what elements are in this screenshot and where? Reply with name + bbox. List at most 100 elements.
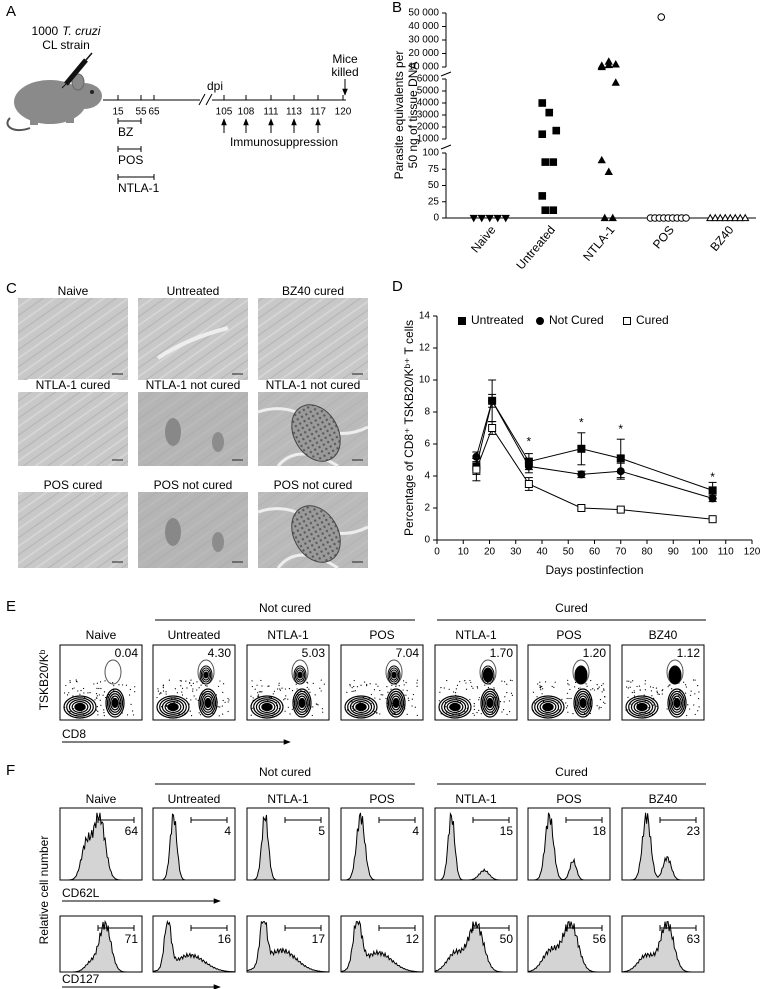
- marker-triangle: [716, 213, 725, 222]
- marker-circle: [577, 470, 586, 479]
- event-dot: [190, 679, 192, 681]
- event-dot: [478, 696, 480, 699]
- immunosuppression-label: Immunosuppression: [230, 135, 338, 149]
- marker-triangle: [604, 167, 613, 175]
- event-dot: [385, 697, 387, 700]
- x-tick-label: Naive: [468, 223, 499, 256]
- y-tick-label: 3000: [417, 110, 440, 121]
- event-dot: [353, 685, 355, 688]
- contour: [108, 693, 122, 713]
- event-dot: [96, 695, 98, 697]
- treatment-label: NTLA-1: [118, 181, 160, 195]
- gate-contour: [391, 671, 397, 679]
- event-dot: [579, 687, 581, 689]
- event-dot: [75, 679, 77, 681]
- marker-square: [488, 424, 497, 432]
- event-dot: [574, 686, 576, 688]
- contour: [446, 701, 464, 713]
- event-dot: [603, 689, 605, 691]
- histogram: [622, 812, 704, 881]
- event-dot: [373, 689, 376, 691]
- marker-triangle: [611, 78, 620, 86]
- gate-frequency: 17: [312, 932, 326, 946]
- histogram: [340, 812, 423, 881]
- y-axis-label: 50 ng of tissue DNA: [406, 62, 420, 169]
- image-bg: [18, 298, 128, 380]
- marker-square: [545, 108, 554, 117]
- image-label: NTLA-1 not cured: [146, 378, 241, 392]
- y-tick-label: 14: [419, 311, 431, 322]
- event-dot: [600, 706, 602, 709]
- event-dot: [455, 688, 457, 690]
- event-dot: [112, 682, 114, 684]
- event-dot: [380, 694, 382, 696]
- y-tick-label: 4000: [417, 98, 440, 109]
- event-dot: [456, 684, 459, 686]
- event-dot: [656, 691, 658, 694]
- image-bg: [258, 298, 368, 380]
- legend-label: Untreated: [471, 313, 524, 327]
- x-tick-label: 20: [484, 547, 496, 558]
- event-dot: [83, 692, 85, 694]
- contour: [164, 701, 182, 713]
- series-line: [475, 399, 713, 491]
- contour: [539, 701, 557, 713]
- event-dot: [284, 710, 286, 712]
- x-axis-label: CD62L: [62, 886, 100, 900]
- event-dot: [395, 684, 397, 686]
- contour: [66, 697, 94, 717]
- marker-square: [538, 192, 547, 200]
- timeline-tick-label: 65: [148, 107, 160, 118]
- label-bg: [28, 479, 118, 492]
- y-tick-label: 1000: [417, 134, 440, 145]
- event-dot: [284, 697, 286, 700]
- event-dot: [186, 697, 188, 699]
- event-dot: [499, 701, 502, 703]
- image-label: BZ40 cured: [282, 284, 344, 298]
- event-dot: [278, 682, 280, 684]
- treatment-label: BZ: [118, 125, 133, 139]
- contour: [199, 690, 217, 716]
- contour: [577, 695, 589, 711]
- event-dot: [351, 690, 353, 693]
- contour: [204, 697, 212, 709]
- event-dot: [295, 683, 297, 685]
- event-dot: [312, 682, 314, 684]
- contour: [628, 697, 656, 717]
- x-tick-label: 110: [718, 547, 734, 558]
- histology-image: [18, 285, 128, 380]
- event-dot: [374, 697, 376, 699]
- image-label: NTLA-1 not cured: [266, 378, 361, 392]
- event-dot: [491, 712, 493, 714]
- event-dot: [412, 693, 415, 696]
- event-dot: [630, 703, 632, 705]
- gate-contour: [296, 669, 304, 681]
- event-dot: [375, 683, 377, 685]
- event-dot: [537, 683, 539, 685]
- event-dot: [565, 707, 568, 709]
- event-dot: [100, 704, 102, 706]
- event-dot: [539, 685, 541, 687]
- event-dot: [162, 690, 165, 692]
- event-dot: [662, 689, 664, 691]
- marker-circle: [682, 214, 690, 222]
- image-bg: [138, 492, 248, 568]
- histology-image: [138, 479, 248, 568]
- contour: [355, 702, 367, 712]
- event-dot: [472, 687, 474, 689]
- event-dot: [577, 687, 580, 690]
- histogram: [528, 812, 610, 881]
- contour: [349, 699, 373, 715]
- event-dot: [156, 696, 158, 699]
- contour: [443, 699, 467, 715]
- event-dot: [414, 706, 416, 708]
- histogram: [340, 920, 424, 973]
- event-dot: [698, 691, 700, 693]
- event-dot: [320, 679, 322, 681]
- contour: [255, 699, 279, 715]
- gate-frequency: 7.04: [396, 646, 420, 660]
- event-dot: [189, 710, 191, 712]
- event-dot: [685, 686, 688, 688]
- event-dot: [113, 685, 115, 687]
- event-dot: [570, 697, 572, 700]
